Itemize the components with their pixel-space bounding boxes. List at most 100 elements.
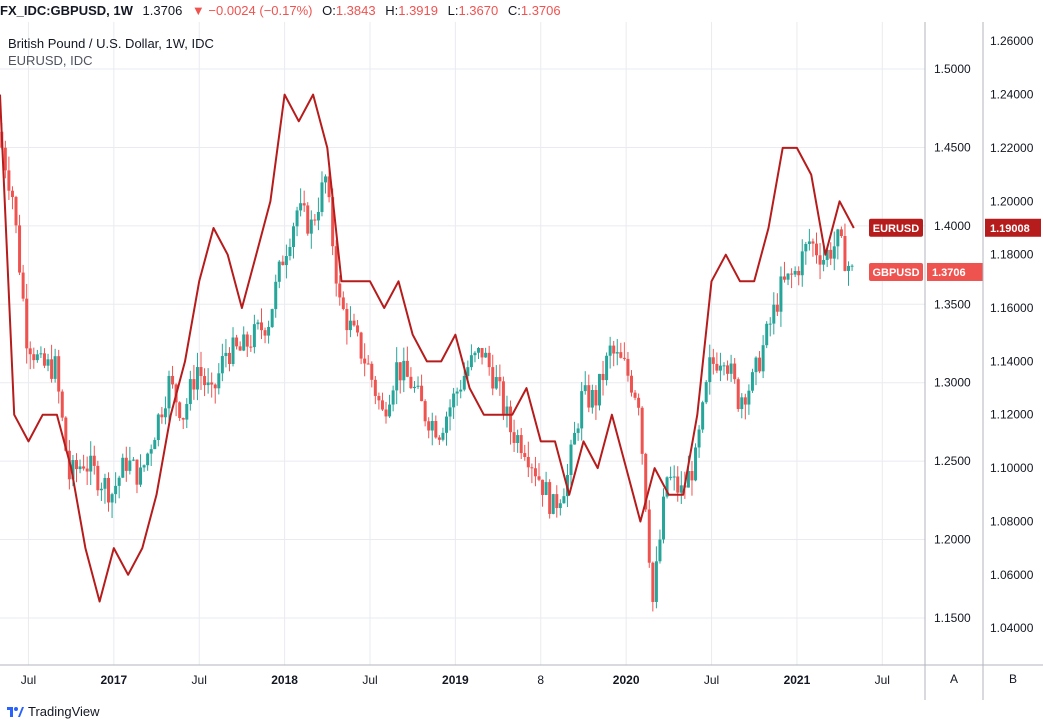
gbpusd-candle bbox=[295, 210, 299, 227]
price-tags: EURUSD 1.19008 GBPUSD 1.3706 bbox=[869, 218, 1041, 281]
gbpusd-candle bbox=[587, 385, 591, 408]
x-axis-tick: Jul bbox=[704, 673, 719, 687]
last-price: 1.3706 bbox=[142, 3, 183, 18]
gbpusd-candle bbox=[327, 176, 331, 198]
x-axis-tick: Jul bbox=[192, 673, 207, 687]
gbpusd-candle bbox=[117, 477, 121, 486]
gbpusd-candle bbox=[494, 377, 498, 389]
gbpusd-candle bbox=[181, 418, 185, 420]
gbpusd-candle bbox=[188, 379, 192, 405]
gbpusd-candle bbox=[626, 358, 630, 376]
series-price-tag bbox=[985, 218, 1041, 237]
chart-title: British Pound / U.S. Dollar, 1W, IDC bbox=[8, 36, 214, 51]
gbpusd-candle bbox=[594, 390, 598, 406]
x-axis-tick: 2020 bbox=[613, 673, 640, 687]
gbpusd-candle bbox=[822, 259, 826, 265]
tradingview-logo-icon[interactable] bbox=[6, 703, 24, 719]
high-value: 1.3919 bbox=[398, 3, 438, 18]
eurusd-price-scale[interactable]: 1.04000 1.06000 1.08000 1.10000 1.12000 1.140… bbox=[990, 34, 1034, 635]
gbpusd-candle bbox=[747, 390, 751, 405]
gbpusd-candle bbox=[167, 375, 171, 409]
gbpusd-candle bbox=[256, 322, 260, 325]
gbpusd-candle bbox=[195, 367, 199, 390]
gbpusd-candle bbox=[277, 261, 281, 282]
gbpusd-candle bbox=[466, 367, 470, 376]
time-scale[interactable]: Jul 2017 Jul 2018 Jul 2019 8 2020 Jul 2021 Jul bbox=[21, 673, 890, 687]
gbpusd-candle bbox=[761, 345, 765, 372]
gbpusd-candle bbox=[768, 323, 772, 325]
gbpusd-candle bbox=[224, 352, 228, 357]
left-axis-tick: 1.3000 bbox=[934, 376, 971, 390]
right-axis-tick: 1.18000 bbox=[990, 248, 1034, 262]
gbpusd-candle bbox=[420, 385, 424, 402]
gbpusd-candle bbox=[356, 325, 360, 333]
gbpusd-candle bbox=[405, 360, 409, 377]
gbpusd-candle bbox=[637, 397, 641, 408]
gbpusd-candle bbox=[477, 348, 481, 353]
open-label: O: bbox=[322, 3, 336, 18]
gbpusd-candle bbox=[348, 320, 352, 331]
gbpusd-candle bbox=[491, 367, 495, 389]
footer: TradingView bbox=[0, 700, 1043, 723]
gbpusd-candle bbox=[523, 453, 527, 458]
left-axis-tick: 1.2500 bbox=[934, 454, 971, 468]
x-axis-tick: Jul bbox=[21, 673, 36, 687]
gbpusd-candle bbox=[39, 353, 43, 355]
low-label: L: bbox=[447, 3, 459, 18]
right-axis-tick: 1.14000 bbox=[990, 354, 1034, 368]
gbpusd-candle bbox=[583, 385, 587, 392]
gbpusd-candle bbox=[701, 402, 705, 430]
gbpusd-candle bbox=[331, 197, 335, 247]
gbpusd-candle bbox=[462, 375, 466, 390]
gbpusd-candle bbox=[686, 470, 690, 488]
gbpusd-candle bbox=[416, 385, 420, 387]
gbpusd-candle bbox=[363, 358, 367, 364]
gbpusd-candle bbox=[124, 457, 128, 471]
gbpusd-candle bbox=[448, 407, 452, 417]
gbpusd-candle bbox=[7, 170, 11, 191]
gbpusd-candle bbox=[110, 494, 114, 503]
left-axis-tick: 1.4500 bbox=[934, 140, 971, 154]
gbpusd-candle bbox=[711, 357, 715, 364]
scale-a-button[interactable]: A bbox=[950, 672, 958, 686]
gbpusd-candle bbox=[679, 485, 683, 493]
left-axis-tick: 1.5000 bbox=[934, 62, 971, 76]
scale-b-button[interactable]: B bbox=[1009, 672, 1017, 686]
gbpusd-price-scale[interactable]: 1.1500 1.2000 1.2500 1.3000 1.3500 1.4000 1.45… bbox=[934, 62, 971, 625]
gbpusd-candle bbox=[114, 485, 118, 495]
gbpusd-candles bbox=[0, 122, 854, 612]
gbpusd-candle bbox=[373, 379, 377, 396]
gbpusd-candle bbox=[309, 219, 313, 234]
gbpusd-candle bbox=[139, 467, 143, 485]
series-name-tag-label: EURUSD bbox=[873, 223, 920, 235]
symbol-title[interactable]: FX_IDC:GBPUSD, 1W bbox=[0, 3, 133, 18]
right-axis-tick: 1.12000 bbox=[990, 408, 1034, 422]
gbpusd-candle bbox=[772, 304, 776, 324]
right-axis-tick: 1.06000 bbox=[990, 568, 1034, 582]
price-change: ▼ −0.0024 (−0.17%) bbox=[191, 3, 313, 18]
gbpusd-candle bbox=[263, 330, 267, 336]
series-name-tag bbox=[869, 218, 923, 237]
gbpusd-candle bbox=[146, 453, 150, 466]
right-axis-tick: 1.16000 bbox=[990, 301, 1034, 315]
gbpusd-candle bbox=[758, 357, 762, 372]
gbpusd-candle bbox=[217, 373, 221, 389]
gbpusd-candle bbox=[484, 352, 488, 358]
gbpusd-candle bbox=[580, 391, 584, 429]
gbpusd-candle bbox=[832, 246, 836, 259]
gbpusd-candle bbox=[597, 373, 601, 406]
gbpusd-candle bbox=[85, 468, 89, 472]
gbpusd-candle bbox=[786, 273, 790, 280]
gbpusd-candle bbox=[299, 203, 303, 211]
tradingview-brand[interactable]: TradingView bbox=[28, 704, 100, 719]
gbpusd-candle bbox=[662, 496, 666, 540]
price-chart[interactable]: 1.1500 1.2000 1.2500 1.3000 1.3500 1.4000 1.45… bbox=[0, 22, 1043, 700]
high-label: H: bbox=[385, 3, 399, 18]
gbpusd-candle bbox=[384, 409, 388, 417]
series-name-tag-label: GBPUSD bbox=[872, 267, 919, 279]
gbpusd-candle bbox=[444, 416, 448, 433]
close-label: C: bbox=[507, 3, 521, 18]
gbpusd-candle bbox=[551, 494, 555, 514]
gbpusd-candle bbox=[89, 455, 93, 472]
gbpusd-candle bbox=[633, 392, 637, 398]
